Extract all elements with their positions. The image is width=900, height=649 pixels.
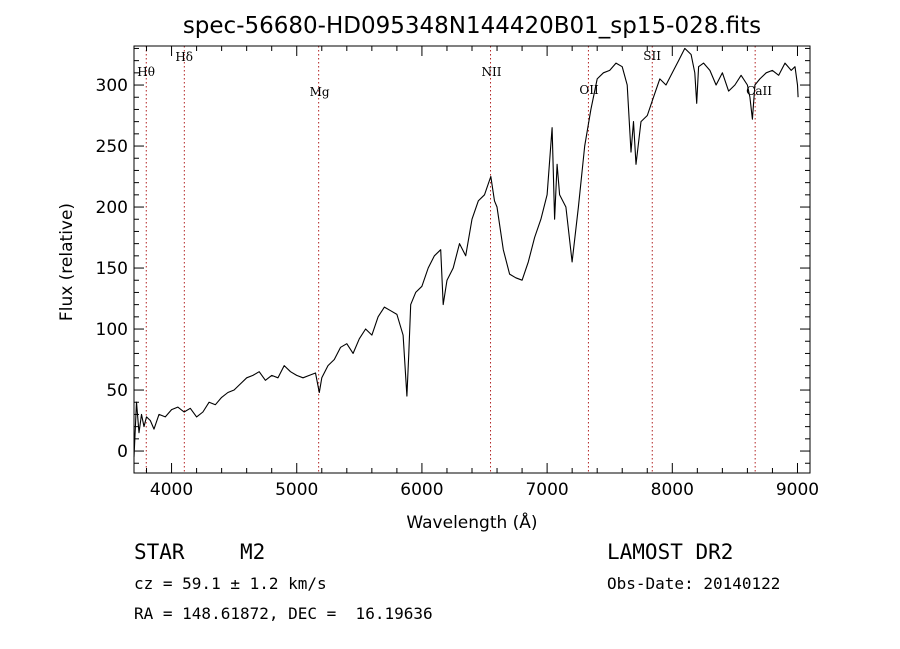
x-tick-label: 8000: [651, 480, 694, 500]
x-tick-label: 6000: [400, 480, 443, 500]
object-subclass: M2: [240, 540, 266, 564]
y-axis-label: Flux (relative): [57, 203, 77, 321]
y-tick-label: 250: [96, 137, 128, 157]
x-tick-label: 7000: [525, 480, 568, 500]
y-tick-label: 200: [96, 198, 128, 218]
coordinates: RA = 148.61872, DEC = 16.19636: [134, 604, 433, 623]
x-tick-label: 4000: [150, 480, 193, 500]
chart-title: spec-56680-HD095348N144420B01_sp15-028.f…: [183, 13, 761, 39]
observation-date: Obs-Date: 20140122: [607, 574, 781, 593]
survey-name: LAMOST DR2: [607, 540, 734, 564]
y-tick-label: 0: [117, 442, 128, 462]
y-axis: 0 50 100 150 200 250 300: [96, 47, 810, 464]
x-axis: 4000 5000 6000 7000 8000 9000: [146, 46, 819, 500]
reference-line-label: CaII: [746, 84, 772, 98]
y-tick-label: 150: [96, 259, 128, 279]
object-class: STAR: [134, 540, 185, 564]
reference-line-label: NII: [482, 65, 502, 79]
plot-frame: [133, 45, 811, 474]
redshift-label: cz = 59.1 ± 1.2 km/s: [134, 574, 327, 593]
y-tick-label: 100: [96, 320, 128, 340]
spectrum-series-0: [133, 47, 799, 458]
reference-line-label: Hθ: [137, 65, 155, 79]
series-layer: [133, 47, 799, 458]
reference-line-label: Hδ: [175, 50, 193, 64]
x-axis-label: Wavelength (Å): [406, 511, 537, 533]
x-tick-label: 9000: [776, 480, 819, 500]
y-tick-label: 300: [96, 76, 128, 96]
reference-line-label: Mg: [310, 85, 330, 99]
y-tick-label: 50: [106, 381, 128, 401]
x-tick-label: 5000: [275, 480, 318, 500]
reference-line-label: SII: [643, 49, 661, 63]
